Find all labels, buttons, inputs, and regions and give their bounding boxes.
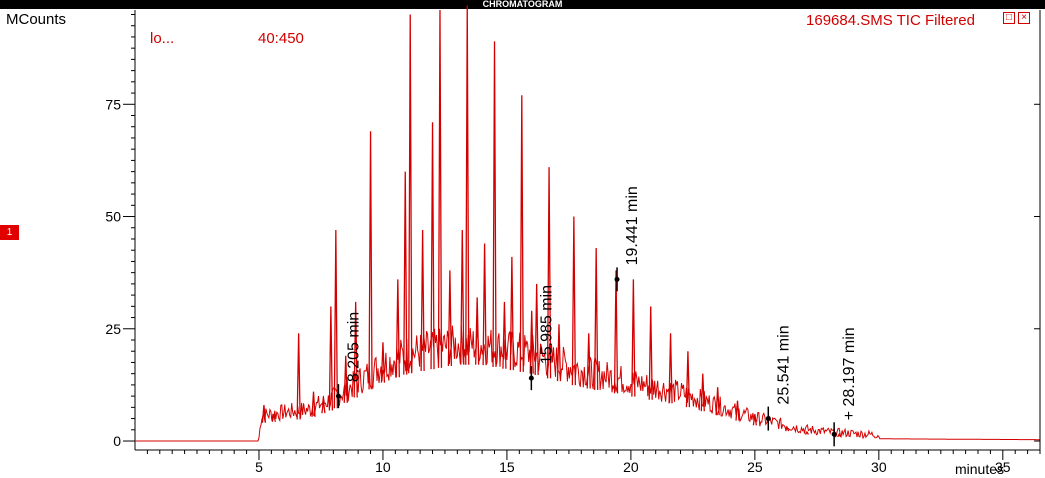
peak <box>510 257 513 370</box>
x-axis-label: minutes <box>955 461 1004 477</box>
peak <box>466 6 469 365</box>
y-tick-label: 25 <box>105 321 121 337</box>
peak-marker-dot <box>529 376 534 381</box>
x-tick-label: 30 <box>871 459 887 475</box>
peak-retention-label: 15.985 min <box>538 285 555 364</box>
x-tick-label: 15 <box>499 459 515 475</box>
peak <box>595 248 598 390</box>
x-tick-label: 5 <box>255 459 263 475</box>
peak <box>736 401 739 421</box>
peak <box>297 333 300 419</box>
peak <box>404 172 407 375</box>
peak-marker-dot <box>832 432 837 437</box>
y-axis-label: MCounts <box>6 11 66 28</box>
x-tick-label: 25 <box>747 459 763 475</box>
peak <box>438 10 441 368</box>
trace-name-label: 169684.SMS TIC Filtered <box>806 12 975 29</box>
peak <box>262 405 265 423</box>
peak <box>334 230 337 408</box>
peak-retention-label: + 28.197 min <box>841 327 858 420</box>
close-icon[interactable]: × <box>1018 12 1030 24</box>
peak <box>409 14 412 373</box>
peak-marker-dot <box>336 394 341 399</box>
trace-marker-badge: 1 <box>0 225 19 240</box>
x-axis-ticks: 5 10 15 20 25 30 35 <box>147 450 1040 475</box>
peak <box>805 432 808 434</box>
restore-icon[interactable]: □ <box>1003 12 1015 24</box>
peak <box>587 333 590 388</box>
peak-marker-dot <box>615 277 620 282</box>
peak <box>503 302 506 369</box>
peak <box>396 279 399 377</box>
peak <box>572 217 575 386</box>
peak-retention-label: 19.441 min <box>624 186 641 265</box>
peak <box>493 41 496 367</box>
mass-range-label: 40:450 <box>258 30 304 47</box>
peak-retention-label: 25.541 min <box>775 325 792 404</box>
y-tick-label: 0 <box>113 433 121 449</box>
y-tick-label: 75 <box>105 96 121 112</box>
peak <box>520 95 523 372</box>
x-tick-label: 10 <box>375 459 391 475</box>
peak <box>381 342 384 382</box>
peak-marker-dot <box>766 416 771 421</box>
peak <box>369 131 372 389</box>
scan-label: lo... <box>150 30 174 47</box>
x-tick-label: 20 <box>623 459 639 475</box>
y-tick-label: 50 <box>105 209 121 225</box>
peak <box>716 387 719 415</box>
chromatogram-trace <box>135 6 1040 441</box>
peak-retention-label: 8.205 min <box>345 312 362 382</box>
